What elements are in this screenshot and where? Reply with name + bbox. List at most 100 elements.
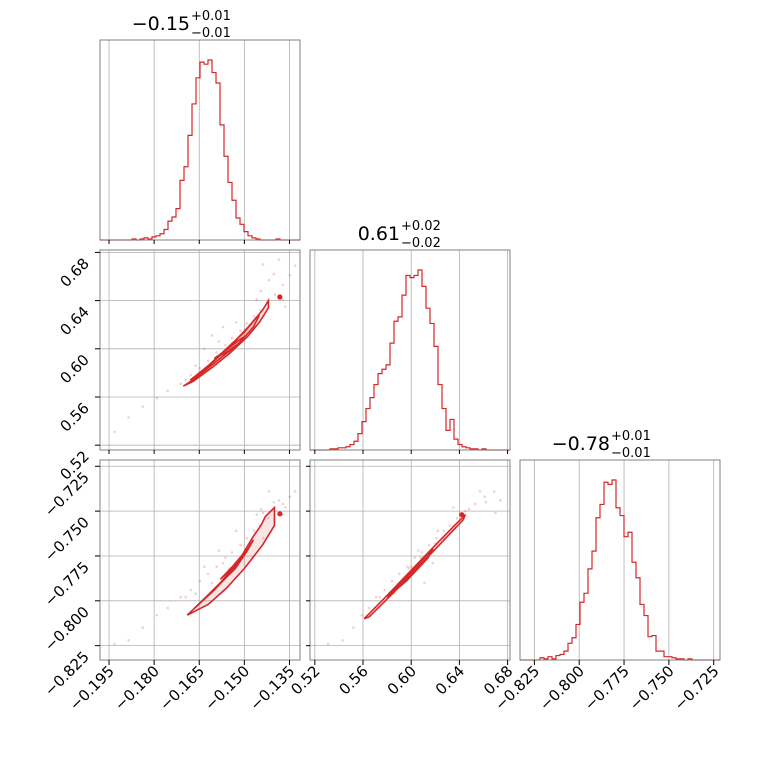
scatter-frame-23 (309, 459, 511, 661)
sample-point (293, 490, 297, 493)
sample-point (230, 336, 234, 340)
sample-point (417, 549, 420, 552)
panel-title-2: 0.61 +0.02 −0.02 (358, 219, 441, 251)
sample-point (406, 565, 409, 569)
sample-point (206, 359, 210, 363)
x-tick-label: −0.750 (626, 662, 678, 714)
sample-point (420, 551, 424, 554)
sample-point (281, 298, 285, 301)
scatter-panel-23 (310, 460, 510, 660)
sample-point (288, 495, 292, 499)
sample-point (234, 529, 238, 533)
sample-point (283, 305, 287, 308)
y-tick-label: 0.64 (56, 303, 92, 339)
sample-point (341, 638, 344, 642)
sample-point (141, 626, 145, 630)
sample-point (127, 638, 130, 642)
sample-point (352, 626, 355, 630)
sample-point (215, 351, 218, 354)
sample-point (383, 588, 387, 592)
sample-point (397, 572, 401, 576)
sample-point (455, 517, 459, 520)
sample-point (113, 430, 116, 434)
contour-outer (182, 297, 270, 387)
sample-point (266, 517, 270, 520)
y-tick-label: −0.750 (41, 513, 93, 565)
x-tick-label: 0.64 (432, 662, 468, 698)
x-tick-label: −0.775 (581, 662, 633, 714)
hist-frame-3 (519, 459, 721, 661)
sample-point (467, 508, 471, 511)
title-minus: −0.02 (401, 236, 441, 251)
sample-point (272, 272, 276, 276)
sample-point (206, 572, 210, 576)
title-plus: +0.01 (611, 429, 651, 444)
y-tick-label: 0.56 (56, 399, 92, 435)
sample-point (267, 490, 271, 493)
sample-point (194, 364, 197, 367)
sample-point (367, 606, 371, 610)
contour-inner (386, 548, 434, 598)
sample-point (230, 551, 234, 554)
sample-point (252, 314, 256, 318)
x-tick-label: −0.725 (671, 662, 723, 714)
histogram-line (310, 269, 510, 451)
sample-point (427, 543, 431, 547)
hist-frame-1 (99, 39, 301, 241)
sample-point (390, 579, 394, 583)
sample-point (239, 329, 242, 333)
sample-point (419, 556, 423, 560)
sample-point (483, 495, 487, 499)
sample-point (281, 502, 285, 506)
sample-point (435, 536, 438, 540)
sample-point (326, 642, 330, 646)
sample-point (288, 274, 292, 277)
peak-marker (459, 512, 465, 518)
sample-point (194, 592, 197, 595)
sample-point (221, 561, 225, 565)
sample-point (259, 508, 263, 511)
x-tick-label: 0.56 (335, 662, 371, 698)
sample-point (259, 289, 263, 293)
title-minus: −0.01 (191, 26, 231, 41)
scatter-frame-12 (99, 249, 301, 451)
sample-point (127, 416, 130, 419)
contour-inner (219, 555, 243, 580)
y-tick-label: −0.800 (41, 603, 93, 655)
panel-title-3: −0.78 +0.01 −0.01 (552, 429, 651, 461)
sample-point (239, 543, 242, 547)
sample-point (452, 506, 455, 509)
x-tick-label: −0.180 (111, 662, 163, 714)
sample-point (221, 325, 225, 329)
y-tick-label: −0.775 (41, 558, 93, 610)
sample-point (493, 490, 496, 493)
sample-point (255, 513, 258, 517)
scatter-panel-13 (100, 460, 300, 660)
sample-point (261, 511, 265, 515)
histogram-line (520, 479, 720, 661)
sample-point (215, 565, 218, 569)
sample-point (166, 606, 169, 610)
sample-point (203, 347, 206, 351)
sample-point (189, 588, 193, 592)
panel-title-1: −0.15 +0.01 −0.01 (132, 9, 231, 41)
sample-point (255, 298, 258, 301)
sample-point (198, 366, 202, 370)
sample-point (448, 524, 452, 527)
sample-point (179, 382, 182, 386)
peak-marker (277, 294, 283, 300)
x-tick-label: −0.150 (201, 662, 253, 714)
title-value: −0.15 (132, 13, 190, 35)
sample-point (224, 556, 227, 560)
sample-point (478, 490, 482, 493)
sample-point (407, 567, 411, 570)
sample-point (281, 283, 285, 287)
sample-point (273, 293, 277, 296)
scatter-panel-12 (100, 250, 300, 450)
sample-point (484, 500, 488, 504)
hist-panel-1 (100, 40, 300, 241)
sample-point (431, 561, 435, 565)
hist-panel-2 (310, 250, 510, 451)
contour-outer (363, 514, 467, 620)
sample-point (198, 579, 202, 583)
